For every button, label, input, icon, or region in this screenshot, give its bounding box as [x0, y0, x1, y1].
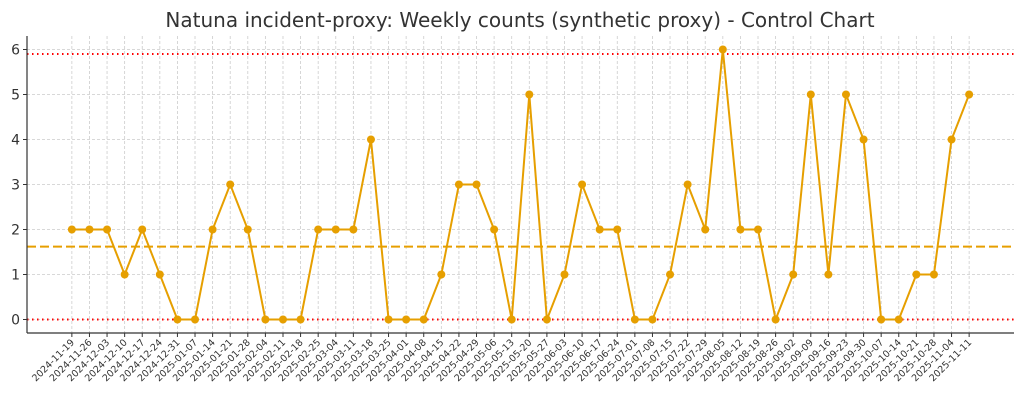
data-point	[138, 225, 147, 234]
data-point	[771, 315, 780, 324]
reference-lines	[27, 53, 1014, 321]
data-point	[754, 225, 763, 234]
data-point	[331, 225, 340, 234]
data-point	[648, 315, 657, 324]
y-tick-label: 0	[11, 313, 20, 329]
data-point	[806, 90, 815, 99]
data-point	[155, 270, 164, 279]
data-point	[437, 270, 446, 279]
data-point	[894, 315, 903, 324]
data-point	[226, 180, 235, 189]
data-point	[278, 315, 287, 324]
data-point	[490, 225, 499, 234]
data-point	[85, 225, 94, 234]
y-tick-label: 2	[11, 223, 20, 239]
data-point	[683, 180, 692, 189]
data-point	[120, 270, 129, 279]
data-point	[454, 180, 463, 189]
data-point	[824, 270, 833, 279]
series-line	[71, 49, 971, 324]
data-point	[947, 135, 956, 144]
data-point	[67, 225, 76, 234]
chart-title: Natuna incident-proxy: Weekly counts (sy…	[165, 8, 874, 32]
data-point	[366, 135, 375, 144]
data-point	[208, 225, 217, 234]
data-point	[103, 225, 112, 234]
data-point	[736, 225, 745, 234]
data-point	[630, 315, 639, 324]
data-point	[296, 315, 305, 324]
y-tick-label: 4	[11, 133, 20, 149]
data-point	[929, 270, 938, 279]
y-tick-label: 1	[11, 268, 20, 284]
data-point	[349, 225, 358, 234]
data-point	[507, 315, 516, 324]
data-point	[578, 180, 587, 189]
data-point	[965, 90, 974, 99]
data-point	[402, 315, 411, 324]
series	[67, 45, 974, 324]
data-point	[666, 270, 675, 279]
data-point	[912, 270, 921, 279]
data-point	[173, 315, 182, 324]
data-point	[718, 45, 727, 54]
data-point	[841, 90, 850, 99]
data-point	[595, 225, 604, 234]
y-tick-label: 6	[11, 43, 20, 59]
data-point	[560, 270, 569, 279]
data-point	[701, 225, 710, 234]
data-point	[472, 180, 481, 189]
data-point	[542, 315, 551, 324]
data-point	[859, 135, 868, 144]
grid	[27, 36, 1014, 333]
data-point	[261, 315, 270, 324]
data-point	[789, 270, 798, 279]
y-tick-label: 5	[11, 88, 20, 104]
data-point	[877, 315, 886, 324]
data-point	[384, 315, 393, 324]
data-point	[191, 315, 200, 324]
data-point	[525, 90, 534, 99]
y-tick-label: 3	[11, 178, 20, 194]
data-point	[314, 225, 323, 234]
data-point	[419, 315, 428, 324]
data-point	[243, 225, 252, 234]
data-point	[613, 225, 622, 234]
